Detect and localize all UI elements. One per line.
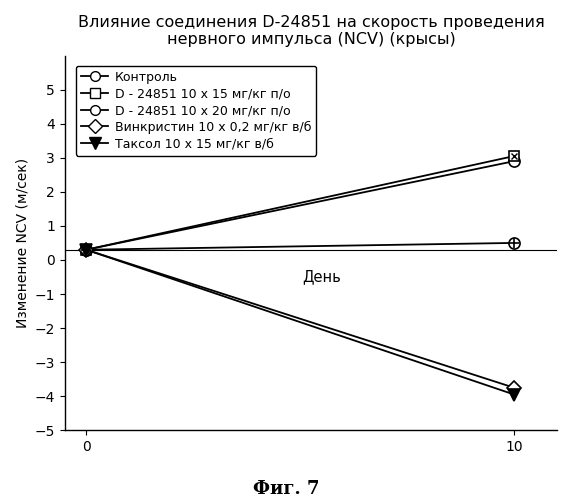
Y-axis label: Изменение NCV (м/сек): Изменение NCV (м/сек)	[15, 158, 29, 328]
Title: Влияние соединения D-24851 на скорость проведения
нервного импульса (NCV) (крысы: Влияние соединения D-24851 на скорость п…	[78, 15, 545, 47]
Text: Фиг. 7: Фиг. 7	[253, 480, 319, 498]
Legend: Контроль, D - 24851 10 х 15 мг/кг п/о, D - 24851 10 х 20 мг/кг п/о, Винкристин 1: Контроль, D - 24851 10 х 15 мг/кг п/о, D…	[76, 65, 316, 156]
Text: День: День	[302, 269, 341, 284]
